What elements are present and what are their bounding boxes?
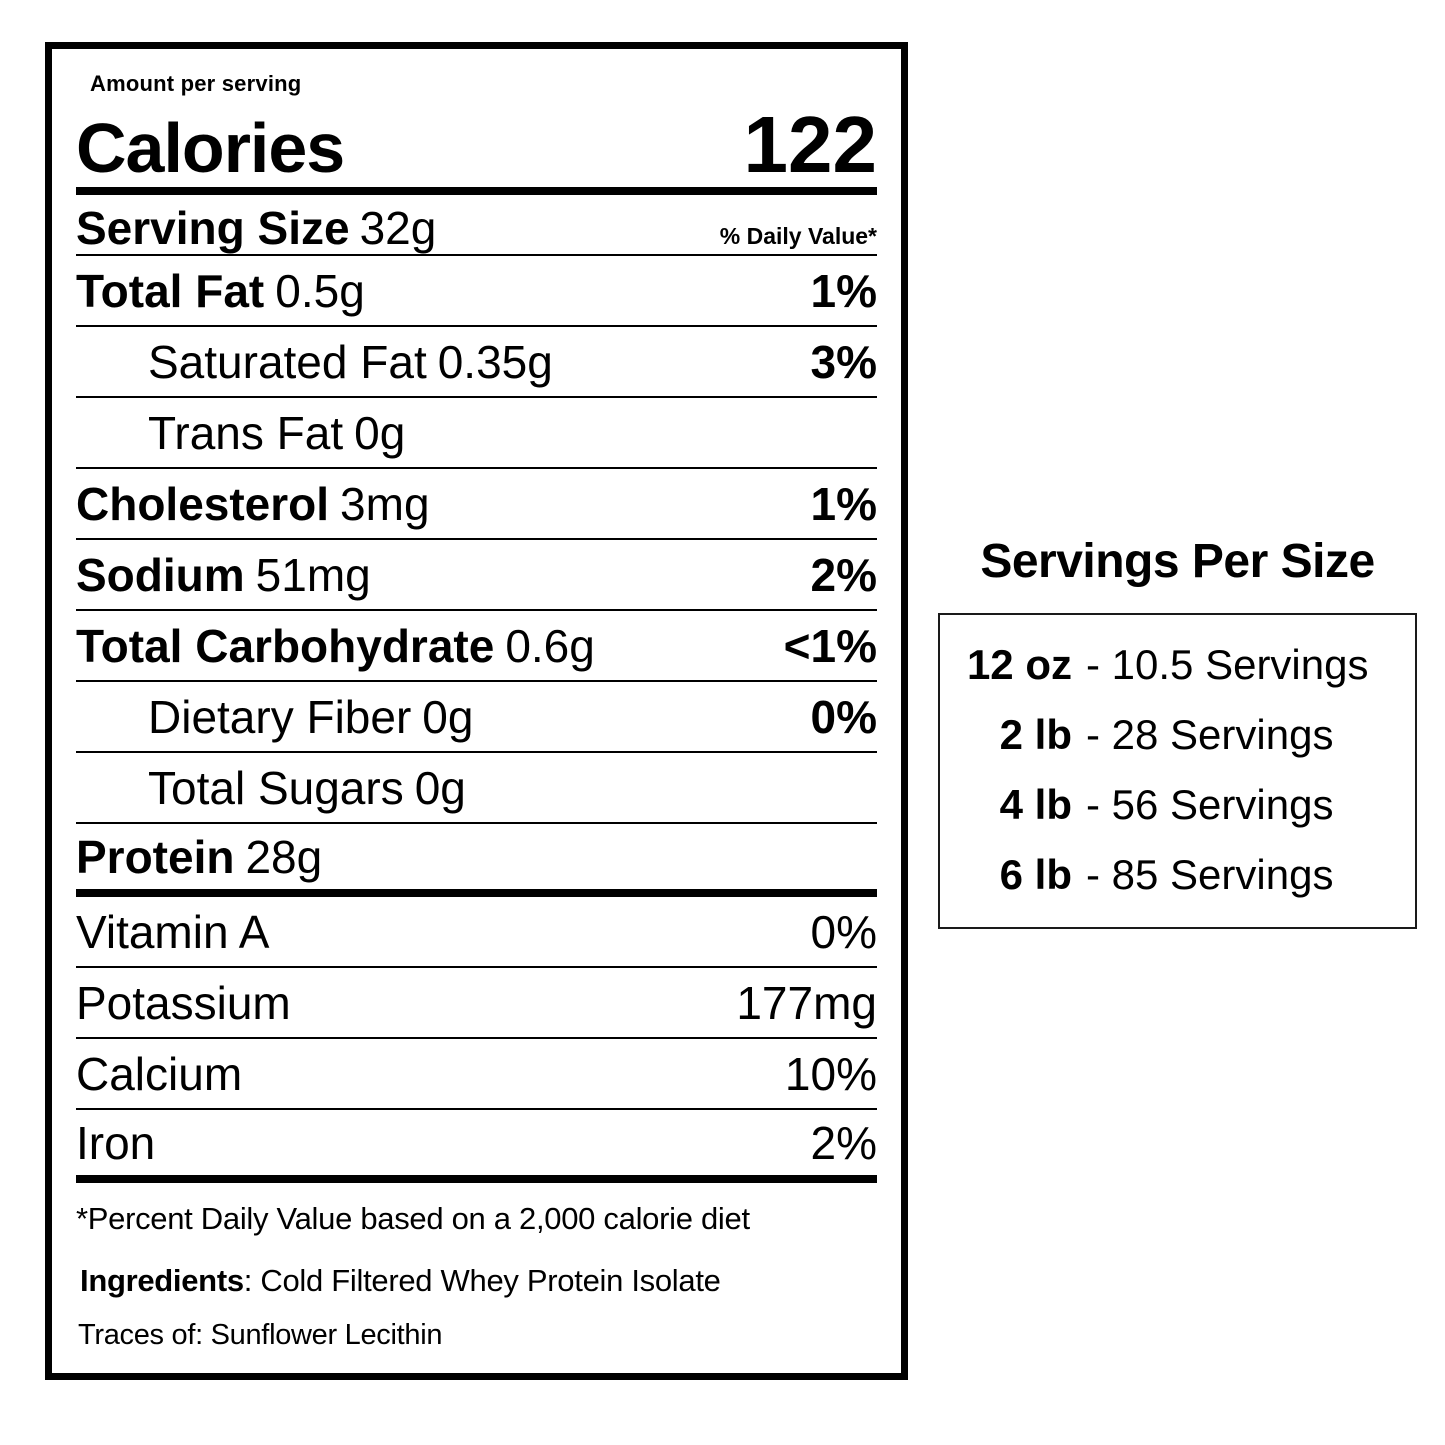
servings-panel: Servings Per Size 12 oz - 10.5 Servings … [938, 534, 1417, 929]
nutrient-text: Total Sugars 0g [148, 761, 466, 815]
nutrient-row-dietary-fiber: Dietary Fiber 0g 0% [76, 682, 877, 753]
servings-count: - 10.5 Servings [1086, 641, 1369, 688]
ingredients-label: Ingredients [80, 1263, 244, 1298]
servings-row-2lb: 2 lb - 28 Servings [940, 700, 1415, 770]
nutrient-row-cholesterol: Cholesterol 3mg 1% [76, 469, 877, 540]
nutrient-amount: 28g [245, 830, 323, 883]
nutrient-row-trans-fat: Trans Fat 0g [76, 398, 877, 469]
serving-size-label: Serving Size [76, 202, 350, 254]
servings-box: 12 oz - 10.5 Servings 2 lb - 28 Servings… [938, 613, 1417, 929]
nutrient-row-total-carbohydrate: Total Carbohydrate 0.6g <1% [76, 611, 877, 682]
nutrient-amount: 51mg [255, 548, 371, 601]
daily-value-header: % Daily Value* [719, 223, 877, 249]
servings-size: 4 lb [999, 781, 1072, 828]
nutrient-amount: 0g [414, 761, 466, 814]
nutrient-row-total-sugars: Total Sugars 0g [76, 753, 877, 824]
micronutrient-row-calcium: Calcium 10% [76, 1039, 877, 1110]
micronutrient-value: 0% [810, 905, 877, 958]
micronutrient-row-vitamin-a: Vitamin A 0% [76, 897, 877, 968]
nutrient-row-saturated-fat: Saturated Fat 0.35g 3% [76, 327, 877, 398]
servings-size: 6 lb [999, 851, 1072, 898]
serving-size-value: 32g [359, 202, 437, 254]
micronutrient-name: Calcium [76, 1047, 243, 1100]
nutrition-facts-content: Amount per serving Calories 122 Serving … [52, 49, 901, 1352]
nutrient-name: Trans Fat [148, 406, 344, 459]
nutrient-amount: 3mg [340, 477, 430, 530]
nutrient-name: Saturated Fat [148, 335, 427, 388]
nutrient-dv: 0% [810, 690, 877, 743]
micronutrient-name: Vitamin A [76, 905, 270, 958]
micronutrient-name: Iron [76, 1116, 156, 1169]
traces-line: Traces of: Sunflower Lecithin [78, 1319, 443, 1351]
nutrient-text: Sodium 51mg [76, 548, 371, 602]
servings-panel-title: Servings Per Size [980, 535, 1375, 588]
nutrient-name: Total Fat [76, 264, 265, 317]
nutrient-text: Trans Fat 0g [148, 406, 405, 460]
ingredients-value: : Cold Filtered Whey Protein Isolate [243, 1263, 721, 1298]
calories-value: 122 [743, 100, 877, 189]
micronutrient-name: Potassium [76, 976, 291, 1029]
amount-per-serving-label: Amount per serving [90, 71, 302, 96]
servings-count: - 56 Servings [1086, 781, 1334, 828]
micronutrient-row-potassium: Potassium 177mg [76, 968, 877, 1039]
micronutrient-value: 2% [810, 1116, 877, 1169]
nutrient-amount: 0.6g [505, 619, 595, 672]
calories-label: Calories [76, 109, 345, 187]
nutrient-name: Total Carbohydrate [76, 619, 495, 672]
nutrient-dv: 1% [810, 264, 877, 317]
footer-divider-bar [76, 1175, 877, 1183]
serving-size-row: Serving Size 32g % Daily Value* [76, 195, 877, 256]
nutrient-amount: 0g [354, 406, 406, 459]
nutrient-dv: <1% [783, 619, 877, 672]
nutrient-name: Total Sugars [148, 761, 404, 814]
micronutrient-value: 177mg [736, 976, 877, 1029]
servings-size: 2 lb [999, 711, 1072, 758]
nutrient-name: Dietary Fiber [148, 690, 412, 743]
nutrient-text: Protein 28g [76, 830, 322, 884]
nutrient-amount: 0.35g [437, 335, 553, 388]
servings-count: - 85 Servings [1086, 851, 1334, 898]
nutrient-name: Cholesterol [76, 477, 330, 530]
micronutrient-row-iron: Iron 2% [76, 1110, 877, 1175]
nutrient-row-total-fat: Total Fat 0.5g 1% [76, 256, 877, 327]
nutrient-dv: 1% [810, 477, 877, 530]
calories-row: Calories 122 [76, 99, 877, 189]
nutrient-name: Sodium [76, 548, 245, 601]
daily-value-footnote: *Percent Daily Value based on a 2,000 ca… [76, 1201, 750, 1236]
nutrient-amount: 0g [422, 690, 474, 743]
nutrient-dv: 2% [810, 548, 877, 601]
servings-count: - 28 Servings [1086, 711, 1334, 758]
nutrient-text: Dietary Fiber 0g [148, 690, 473, 744]
nutrient-row-sodium: Sodium 51mg 2% [76, 540, 877, 611]
servings-row-6lb: 6 lb - 85 Servings [940, 840, 1415, 910]
serving-size-text: Serving Size 32g [76, 201, 436, 255]
nutrient-text: Saturated Fat 0.35g [148, 335, 553, 389]
servings-row-12oz: 12 oz - 10.5 Servings [940, 630, 1415, 700]
nutrient-amount: 0.5g [275, 264, 365, 317]
protein-divider-bar [76, 889, 877, 897]
nutrient-row-protein: Protein 28g [76, 824, 877, 889]
calories-divider-bar [76, 187, 877, 195]
nutrient-dv: 3% [810, 335, 877, 388]
nutrient-name: Protein [76, 830, 235, 883]
servings-row-4lb: 4 lb - 56 Servings [940, 770, 1415, 840]
nutrient-text: Total Carbohydrate 0.6g [76, 619, 595, 673]
micronutrient-value: 10% [784, 1047, 877, 1100]
servings-size: 12 oz [966, 641, 1072, 688]
nutrient-text: Total Fat 0.5g [76, 264, 365, 318]
ingredients-line: Ingredients: Cold Filtered Whey Protein … [76, 1263, 877, 1299]
nutrient-text: Cholesterol 3mg [76, 477, 430, 531]
nutrition-facts-panel: Amount per serving Calories 122 Serving … [45, 42, 908, 1380]
